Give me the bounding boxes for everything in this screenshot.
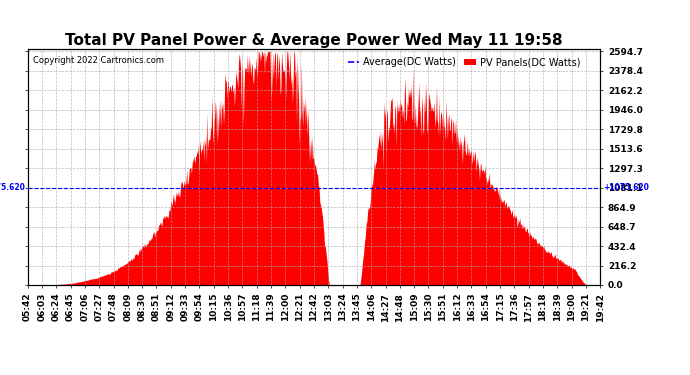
Text: Copyright 2022 Cartronics.com: Copyright 2022 Cartronics.com [33,56,164,65]
Legend: Average(DC Watts), PV Panels(DC Watts): Average(DC Watts), PV Panels(DC Watts) [344,54,584,71]
Title: Total PV Panel Power & Average Power Wed May 11 19:58: Total PV Panel Power & Average Power Wed… [65,33,563,48]
Text: +1075.620: +1075.620 [0,183,25,192]
Text: +1075.620: +1075.620 [603,183,649,192]
